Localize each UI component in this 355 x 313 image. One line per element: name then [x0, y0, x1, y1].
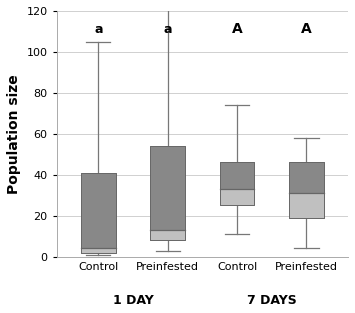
Text: 1 DAY: 1 DAY — [113, 294, 153, 306]
Bar — [289, 193, 324, 218]
Bar — [150, 146, 185, 240]
Bar — [150, 230, 185, 240]
Bar — [81, 173, 116, 249]
Bar — [220, 189, 255, 205]
Text: a: a — [163, 23, 172, 35]
Bar — [220, 162, 255, 189]
Bar — [81, 173, 116, 253]
Bar — [220, 162, 255, 205]
Text: a: a — [94, 23, 103, 35]
Text: A: A — [232, 22, 242, 35]
Y-axis label: Population size: Population size — [7, 74, 21, 194]
Bar — [289, 162, 324, 218]
Text: 7 DAYS: 7 DAYS — [247, 294, 297, 306]
Bar — [289, 162, 324, 193]
Bar — [150, 146, 185, 230]
Text: A: A — [301, 22, 312, 35]
Bar — [81, 249, 116, 253]
